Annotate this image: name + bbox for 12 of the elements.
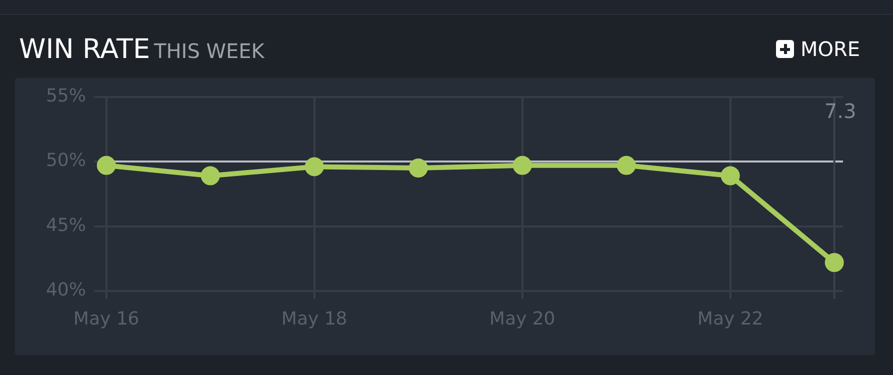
chart-subtitle: THIS WEEK — [154, 39, 264, 63]
point — [512, 156, 532, 175]
text: MORE — [800, 37, 860, 61]
point — [616, 156, 636, 175]
point — [408, 158, 428, 178]
ref-line-label: 7.3 — [824, 99, 856, 124]
point — [200, 166, 220, 186]
chart-title: WIN RATE — [19, 34, 150, 65]
point — [96, 156, 116, 175]
point — [824, 253, 844, 272]
point — [304, 157, 324, 176]
point — [720, 166, 740, 186]
